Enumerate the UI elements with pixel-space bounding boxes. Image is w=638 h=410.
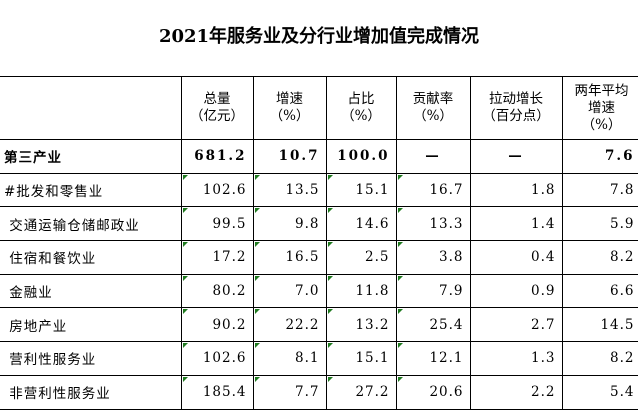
row-label: #批发和零售业 [0, 173, 181, 208]
page-title: 2021年服务业及分行业增加值完成情况 [158, 26, 480, 47]
cell-share: 100.0 [325, 139, 396, 174]
cell-growth: 7.7 [252, 375, 326, 410]
cell-avg2y: 5.9 [561, 206, 638, 242]
row-label: 金融业 [0, 274, 181, 309]
row-label: 营利性服务业 [0, 341, 181, 376]
header-two-year-average: 两年平均 增速 （%） [561, 76, 638, 140]
table-row: 营利性服务业 102.6 8.1 15.1 12.1 1.3 8.2 [0, 341, 638, 376]
cell-pull: 0.9 [469, 274, 562, 309]
cell-share: 15.1 [325, 173, 396, 208]
cell-avg2y: 7.6 [561, 139, 638, 174]
cell-growth: 8.1 [252, 341, 326, 376]
cell-avg2y: 8.2 [561, 240, 638, 275]
cell-pull: 2.7 [469, 307, 562, 343]
cell-pull: 1.4 [469, 206, 562, 242]
cell-total: 17.2 [180, 240, 253, 275]
cell-growth: 22.2 [252, 307, 326, 343]
cell-share: 13.2 [325, 307, 396, 343]
cell-total: 681.2 [180, 139, 253, 174]
cell-contribution: 20.6 [395, 375, 470, 410]
cell-pull: 1.8 [469, 173, 562, 208]
cell-total: 80.2 [180, 274, 253, 309]
service-industry-table: 总量 （亿元） 增速 （%） 占比 （%） 贡献率 （%） 拉动增长 （百分点） 两年平均… [0, 76, 638, 410]
cell-avg2y: 8.2 [561, 341, 638, 376]
row-label: 第三产业 [0, 139, 181, 174]
cell-total: 90.2 [180, 307, 253, 343]
cell-growth: 9.8 [252, 206, 326, 242]
row-label: 交通运输仓储邮政业 [0, 206, 181, 242]
cell-contribution: 13.3 [395, 206, 470, 242]
cell-pull: — [469, 139, 562, 174]
cell-avg2y: 6.6 [561, 274, 638, 309]
header-category [0, 76, 181, 140]
cell-contribution: 25.4 [395, 307, 470, 343]
header-growth: 增速 （%） [252, 76, 326, 140]
header-total: 总量 （亿元） [180, 76, 253, 140]
cell-total: 102.6 [180, 173, 253, 208]
header-share: 占比 （%） [325, 76, 396, 140]
cell-share: 14.6 [325, 206, 396, 242]
cell-avg2y: 7.8 [561, 173, 638, 208]
table-row: 金融业 80.2 7.0 11.8 7.9 0.9 6.6 [0, 274, 638, 309]
table-row: 住宿和餐饮业 17.2 16.5 2.5 3.8 0.4 8.2 [0, 240, 638, 275]
cell-share: 2.5 [325, 240, 396, 275]
cell-share: 27.2 [325, 375, 396, 410]
table-row: #批发和零售业 102.6 13.5 15.1 16.7 1.8 7.8 [0, 173, 638, 208]
cell-contribution: 3.8 [395, 240, 470, 275]
row-label: 住宿和餐饮业 [0, 240, 181, 275]
cell-avg2y: 5.4 [561, 375, 638, 410]
cell-pull: 0.4 [469, 240, 562, 275]
cell-contribution: — [395, 139, 470, 174]
row-label: 非营利性服务业 [0, 375, 181, 410]
cell-total: 102.6 [180, 341, 253, 376]
cell-total: 99.5 [180, 206, 253, 242]
cell-growth: 16.5 [252, 240, 326, 275]
cell-growth: 13.5 [252, 173, 326, 208]
table-header-row: 总量 （亿元） 增速 （%） 占比 （%） 贡献率 （%） 拉动增长 （百分点） 两年平均… [0, 76, 638, 140]
cell-total: 185.4 [180, 375, 253, 410]
header-contribution: 贡献率 （%） [395, 76, 470, 140]
cell-pull: 1.3 [469, 341, 562, 376]
cell-contribution: 12.1 [395, 341, 470, 376]
cell-share: 11.8 [325, 274, 396, 309]
cell-contribution: 16.7 [395, 173, 470, 208]
header-pull: 拉动增长 （百分点） [469, 76, 562, 140]
cell-avg2y: 14.5 [561, 307, 638, 343]
cell-growth: 10.7 [252, 139, 326, 174]
cell-share: 15.1 [325, 341, 396, 376]
table-row: 房地产业 90.2 22.2 13.2 25.4 2.7 14.5 [0, 307, 638, 343]
row-label: 房地产业 [0, 307, 181, 343]
table-row: 交通运输仓储邮政业 99.5 9.8 14.6 13.3 1.4 5.9 [0, 206, 638, 242]
cell-pull: 2.2 [469, 375, 562, 410]
table-row-total: 第三产业 681.2 10.7 100.0— —7.6 [0, 139, 638, 174]
cell-contribution: 7.9 [395, 274, 470, 309]
table-row: 非营利性服务业 185.4 7.7 27.2 20.6 2.2 5.4 [0, 375, 638, 410]
cell-growth: 7.0 [252, 274, 326, 309]
